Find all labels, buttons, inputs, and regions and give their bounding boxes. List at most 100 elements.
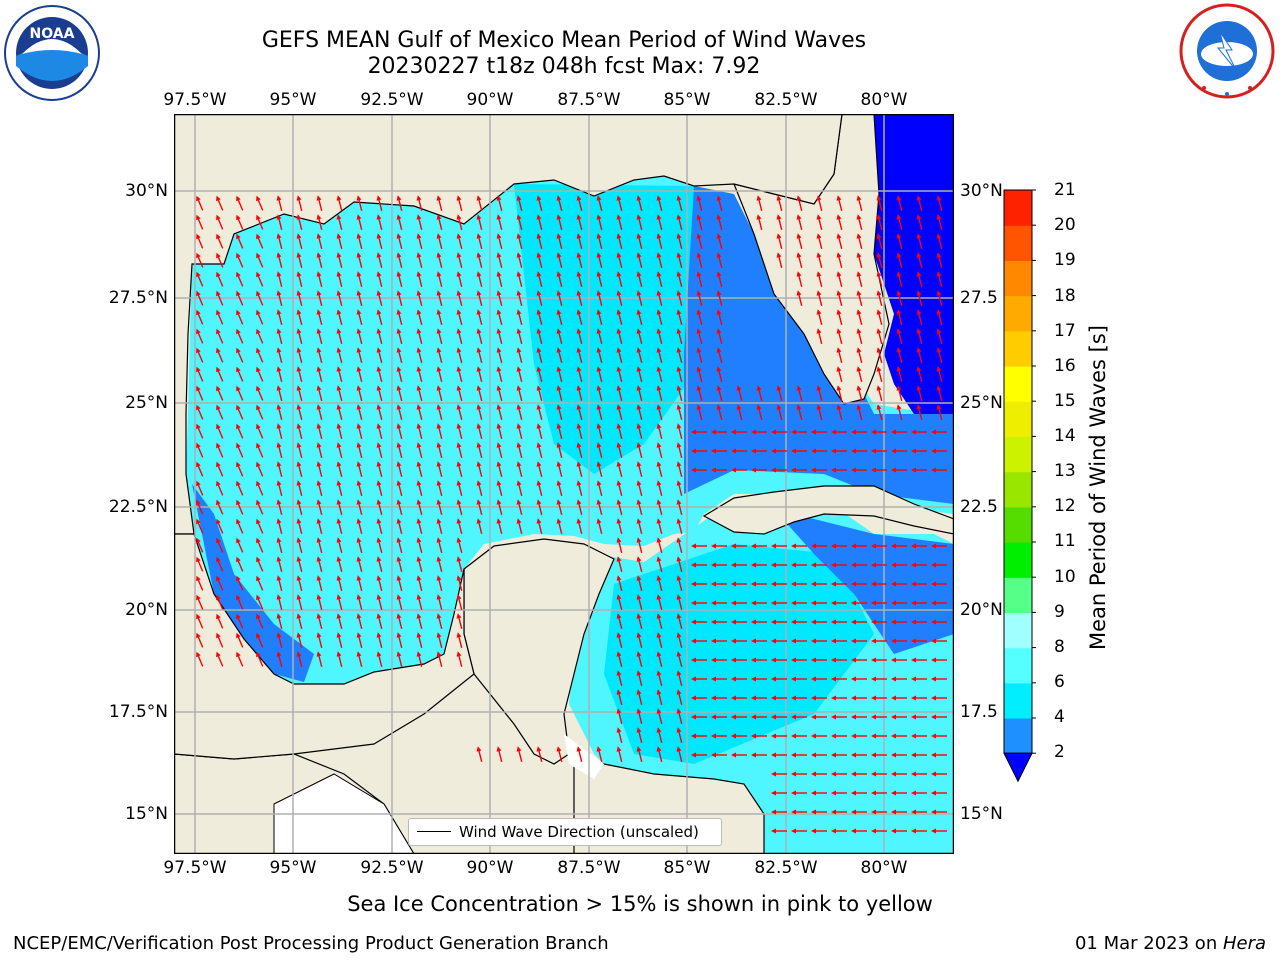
wave-arrow-head [831, 543, 836, 549]
wave-arrow-head [816, 195, 822, 201]
wave-arrow-head [576, 347, 582, 353]
wave-arrow-head [276, 347, 282, 353]
wave-arrow-head [456, 214, 462, 220]
wave-arrow-head [516, 746, 522, 752]
wave-arrow-head [891, 562, 896, 568]
footer-right: 01 Mar 2023 on Hera [1075, 933, 1266, 954]
wave-arrow-head [196, 442, 201, 449]
wave-arrow-head [316, 404, 322, 410]
wave-arrow-head [196, 632, 201, 639]
wave-arrow-head [496, 480, 502, 486]
wave-arrow-head [811, 429, 816, 435]
wave-arrow-head [931, 429, 936, 435]
wave-arrow-head [296, 423, 302, 429]
wave-arrow-head [876, 404, 882, 410]
wave-arrow-head [336, 366, 342, 372]
wave-arrow-head [676, 214, 682, 220]
colorbar-tick-label: 11 [1054, 531, 1076, 551]
wave-arrow-head [516, 290, 522, 296]
wave-arrow-head [336, 347, 342, 353]
wave-arrow-head [776, 195, 782, 201]
wave-arrow-head [891, 695, 896, 701]
wave-arrow-head [831, 714, 836, 720]
wave-arrow-head [236, 442, 241, 449]
wave-arrow-head [476, 328, 482, 334]
wave-arrow-head [851, 543, 856, 549]
wave-arrow-head [676, 746, 682, 752]
wave-arrow-head [856, 195, 862, 201]
wave-arrow-head [616, 290, 622, 296]
wave-arrow-head [396, 404, 402, 410]
wave-arrow-head [696, 290, 702, 296]
wave-arrow-head [871, 828, 876, 834]
wave-arrow-head [416, 442, 422, 448]
wave-arrow-head [236, 309, 241, 316]
wave-arrow-head [556, 309, 562, 315]
colorbar-segment [1004, 225, 1032, 261]
wave-arrow-head [296, 404, 302, 410]
wave-arrow-head [771, 657, 776, 663]
wave-arrow-head [256, 518, 261, 525]
wave-arrow-head [316, 214, 322, 220]
wave-arrow-head [356, 271, 362, 277]
wave-arrow-head [716, 195, 722, 201]
wave-arrow-head [376, 328, 382, 334]
wave-arrow-head [436, 556, 442, 562]
colorbar-tick-label: 6 [1054, 672, 1065, 692]
wave-arrow-head [716, 252, 722, 258]
wave-arrow-head [236, 499, 241, 506]
colorbar-segment [1004, 542, 1032, 578]
wave-arrow-head [851, 619, 856, 625]
wave-arrow-head [376, 347, 382, 353]
wave-arrow-head [416, 499, 422, 505]
wave-arrow-head [196, 404, 201, 411]
wave-arrow-head [851, 752, 856, 758]
wave-arrow-head [796, 195, 802, 201]
wave-arrow-head [896, 404, 902, 410]
wave-arrow-head [636, 632, 642, 638]
wave-arrow-head [771, 467, 776, 473]
wave-arrow-head [616, 252, 622, 258]
wave-arrow-head [791, 448, 796, 454]
wave-arrow-head [296, 214, 302, 220]
wave-arrow-head [396, 309, 402, 315]
wave-arrow-head [911, 600, 916, 606]
wave-arrow-head [356, 651, 362, 657]
wave-arrow-head [216, 309, 221, 316]
wave-arrow-head [931, 543, 936, 549]
wave-arrow-head [856, 328, 862, 334]
wave-arrow-head [236, 252, 241, 259]
wave-arrow-head [811, 695, 816, 701]
wave-arrow-head [731, 676, 736, 682]
wave-arrow-head [256, 214, 261, 221]
wave-arrow-head [636, 404, 642, 410]
wave-arrow-head [676, 594, 682, 600]
wave-arrow-head [676, 385, 682, 391]
wave-arrow-head [416, 651, 422, 657]
wave-arrow-head [256, 252, 261, 259]
wave-arrow-head [676, 689, 682, 695]
wave-arrow-head [296, 252, 302, 258]
wave-arrow-head [476, 480, 482, 486]
wave-arrow-head [836, 347, 842, 353]
wave-arrow-head [676, 670, 682, 676]
wave-arrow-head [516, 328, 522, 334]
wave-arrow-head [936, 252, 942, 258]
wave-arrow-head [931, 657, 936, 663]
legend-line-icon [417, 831, 451, 832]
wave-arrow-head [676, 347, 682, 353]
colorbar-graphic [1003, 189, 1036, 783]
wave-arrow-head [891, 809, 896, 815]
lat-label-right: 30°N [960, 181, 1003, 201]
wave-arrow-head [816, 214, 822, 220]
wave-arrow-head [256, 556, 261, 563]
wave-arrow-head [871, 771, 876, 777]
lon-label-top: 92.5°W [360, 90, 424, 110]
wave-arrow-head [216, 271, 221, 278]
wave-arrow-head [436, 195, 442, 201]
wave-arrow-head [811, 714, 816, 720]
wave-arrow-head [436, 290, 442, 296]
wave-arrow-head [576, 328, 582, 334]
wave-arrow-head [896, 233, 902, 239]
wave-arrow-head [516, 480, 522, 486]
